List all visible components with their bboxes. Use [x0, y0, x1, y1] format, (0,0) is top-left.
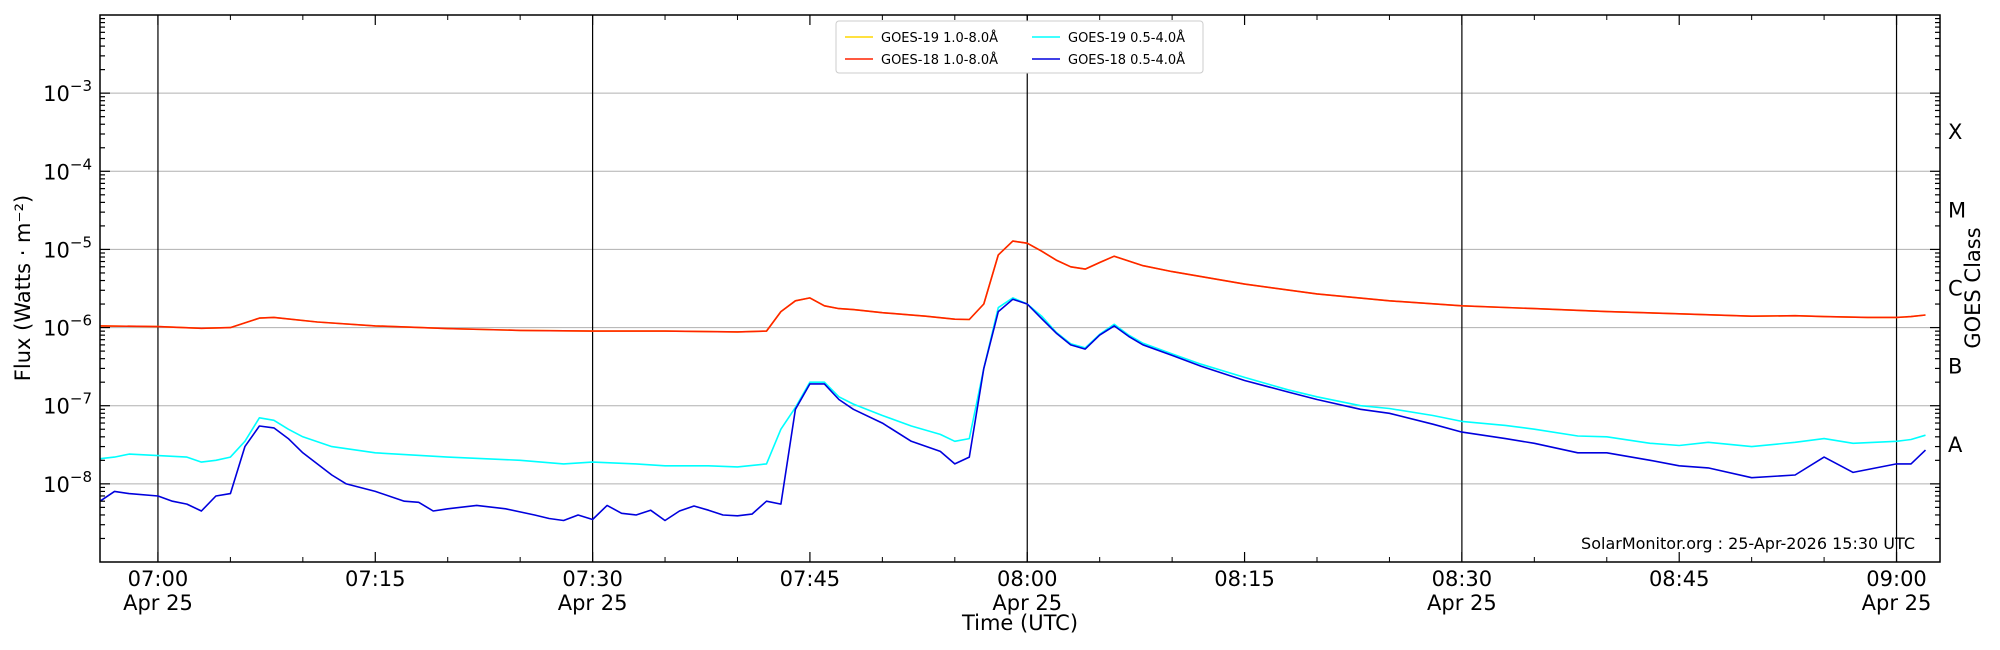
y-tick-label: 10−6 — [43, 312, 92, 341]
x-tick-label: 07:30 — [562, 567, 623, 591]
y-tick-label: 10−4 — [43, 155, 92, 184]
date-vertical-lines — [157, 15, 1898, 562]
x-tick-label: 07:15 — [345, 567, 406, 591]
x-tick-date-label: Apr 25 — [992, 591, 1062, 615]
x-tick-label: 08:00 — [997, 567, 1058, 591]
y-tick-label: 10−5 — [43, 233, 92, 262]
x-tick-label: 09:00 — [1866, 567, 1927, 591]
y-axis-title: Flux (Watts · m⁻²) — [11, 195, 35, 381]
axis-ticks — [100, 15, 1940, 562]
y-tick-label: 10−8 — [43, 468, 92, 497]
legend-label: GOES-18 0.5-4.0Å — [1068, 52, 1185, 68]
y-tick-label: 10−3 — [43, 77, 92, 106]
series-lines — [99, 240, 1927, 522]
goes-class-label: B — [1948, 355, 1962, 379]
plot-frame — [99, 14, 1941, 563]
x-axis-title: Time (UTC) — [961, 611, 1078, 635]
series-line-1 — [99, 240, 1926, 333]
y-tick-label: 10−7 — [43, 390, 92, 419]
goes-class-label: A — [1948, 433, 1963, 457]
x-tick-label: 08:30 — [1432, 567, 1493, 591]
series-line-2 — [99, 297, 1926, 468]
x-tick-date-label: Apr 25 — [1427, 591, 1497, 615]
y2-axis-title: GOES Class — [1961, 227, 1985, 348]
legend-label: GOES-19 1.0-8.0Å — [881, 30, 998, 46]
legend: GOES-19 1.0-8.0Å GOES-18 1.0-8.0Å GOES-19 … — [835, 20, 1204, 74]
legend-box — [835, 20, 1204, 74]
goes-class-label: M — [1948, 198, 1966, 222]
goes-class-labels: A B C M X — [1948, 120, 1966, 457]
x-tick-date-label: Apr 25 — [123, 591, 193, 615]
goes-class-label: C — [1948, 277, 1963, 301]
x-tick-label: 07:00 — [128, 567, 189, 591]
series-line-3 — [99, 298, 1927, 522]
x-tick-label: 08:45 — [1649, 567, 1710, 591]
goes-class-label: X — [1948, 120, 1962, 144]
x-tick-label: 08:15 — [1214, 567, 1275, 591]
x-tick-date-label: Apr 25 — [1862, 591, 1932, 615]
legend-label: GOES-19 0.5-4.0Å — [1068, 30, 1185, 46]
y-tick-labels: 10−8 10−7 10−6 10−5 10−4 10−3 — [43, 77, 92, 497]
credit-text: SolarMonitor.org : 25-Apr-2026 15:30 UTC — [1581, 534, 1915, 553]
x-tick-label: 07:45 — [780, 567, 841, 591]
x-tick-date-label: Apr 25 — [558, 591, 628, 615]
legend-label: GOES-18 1.0-8.0Å — [881, 52, 998, 68]
